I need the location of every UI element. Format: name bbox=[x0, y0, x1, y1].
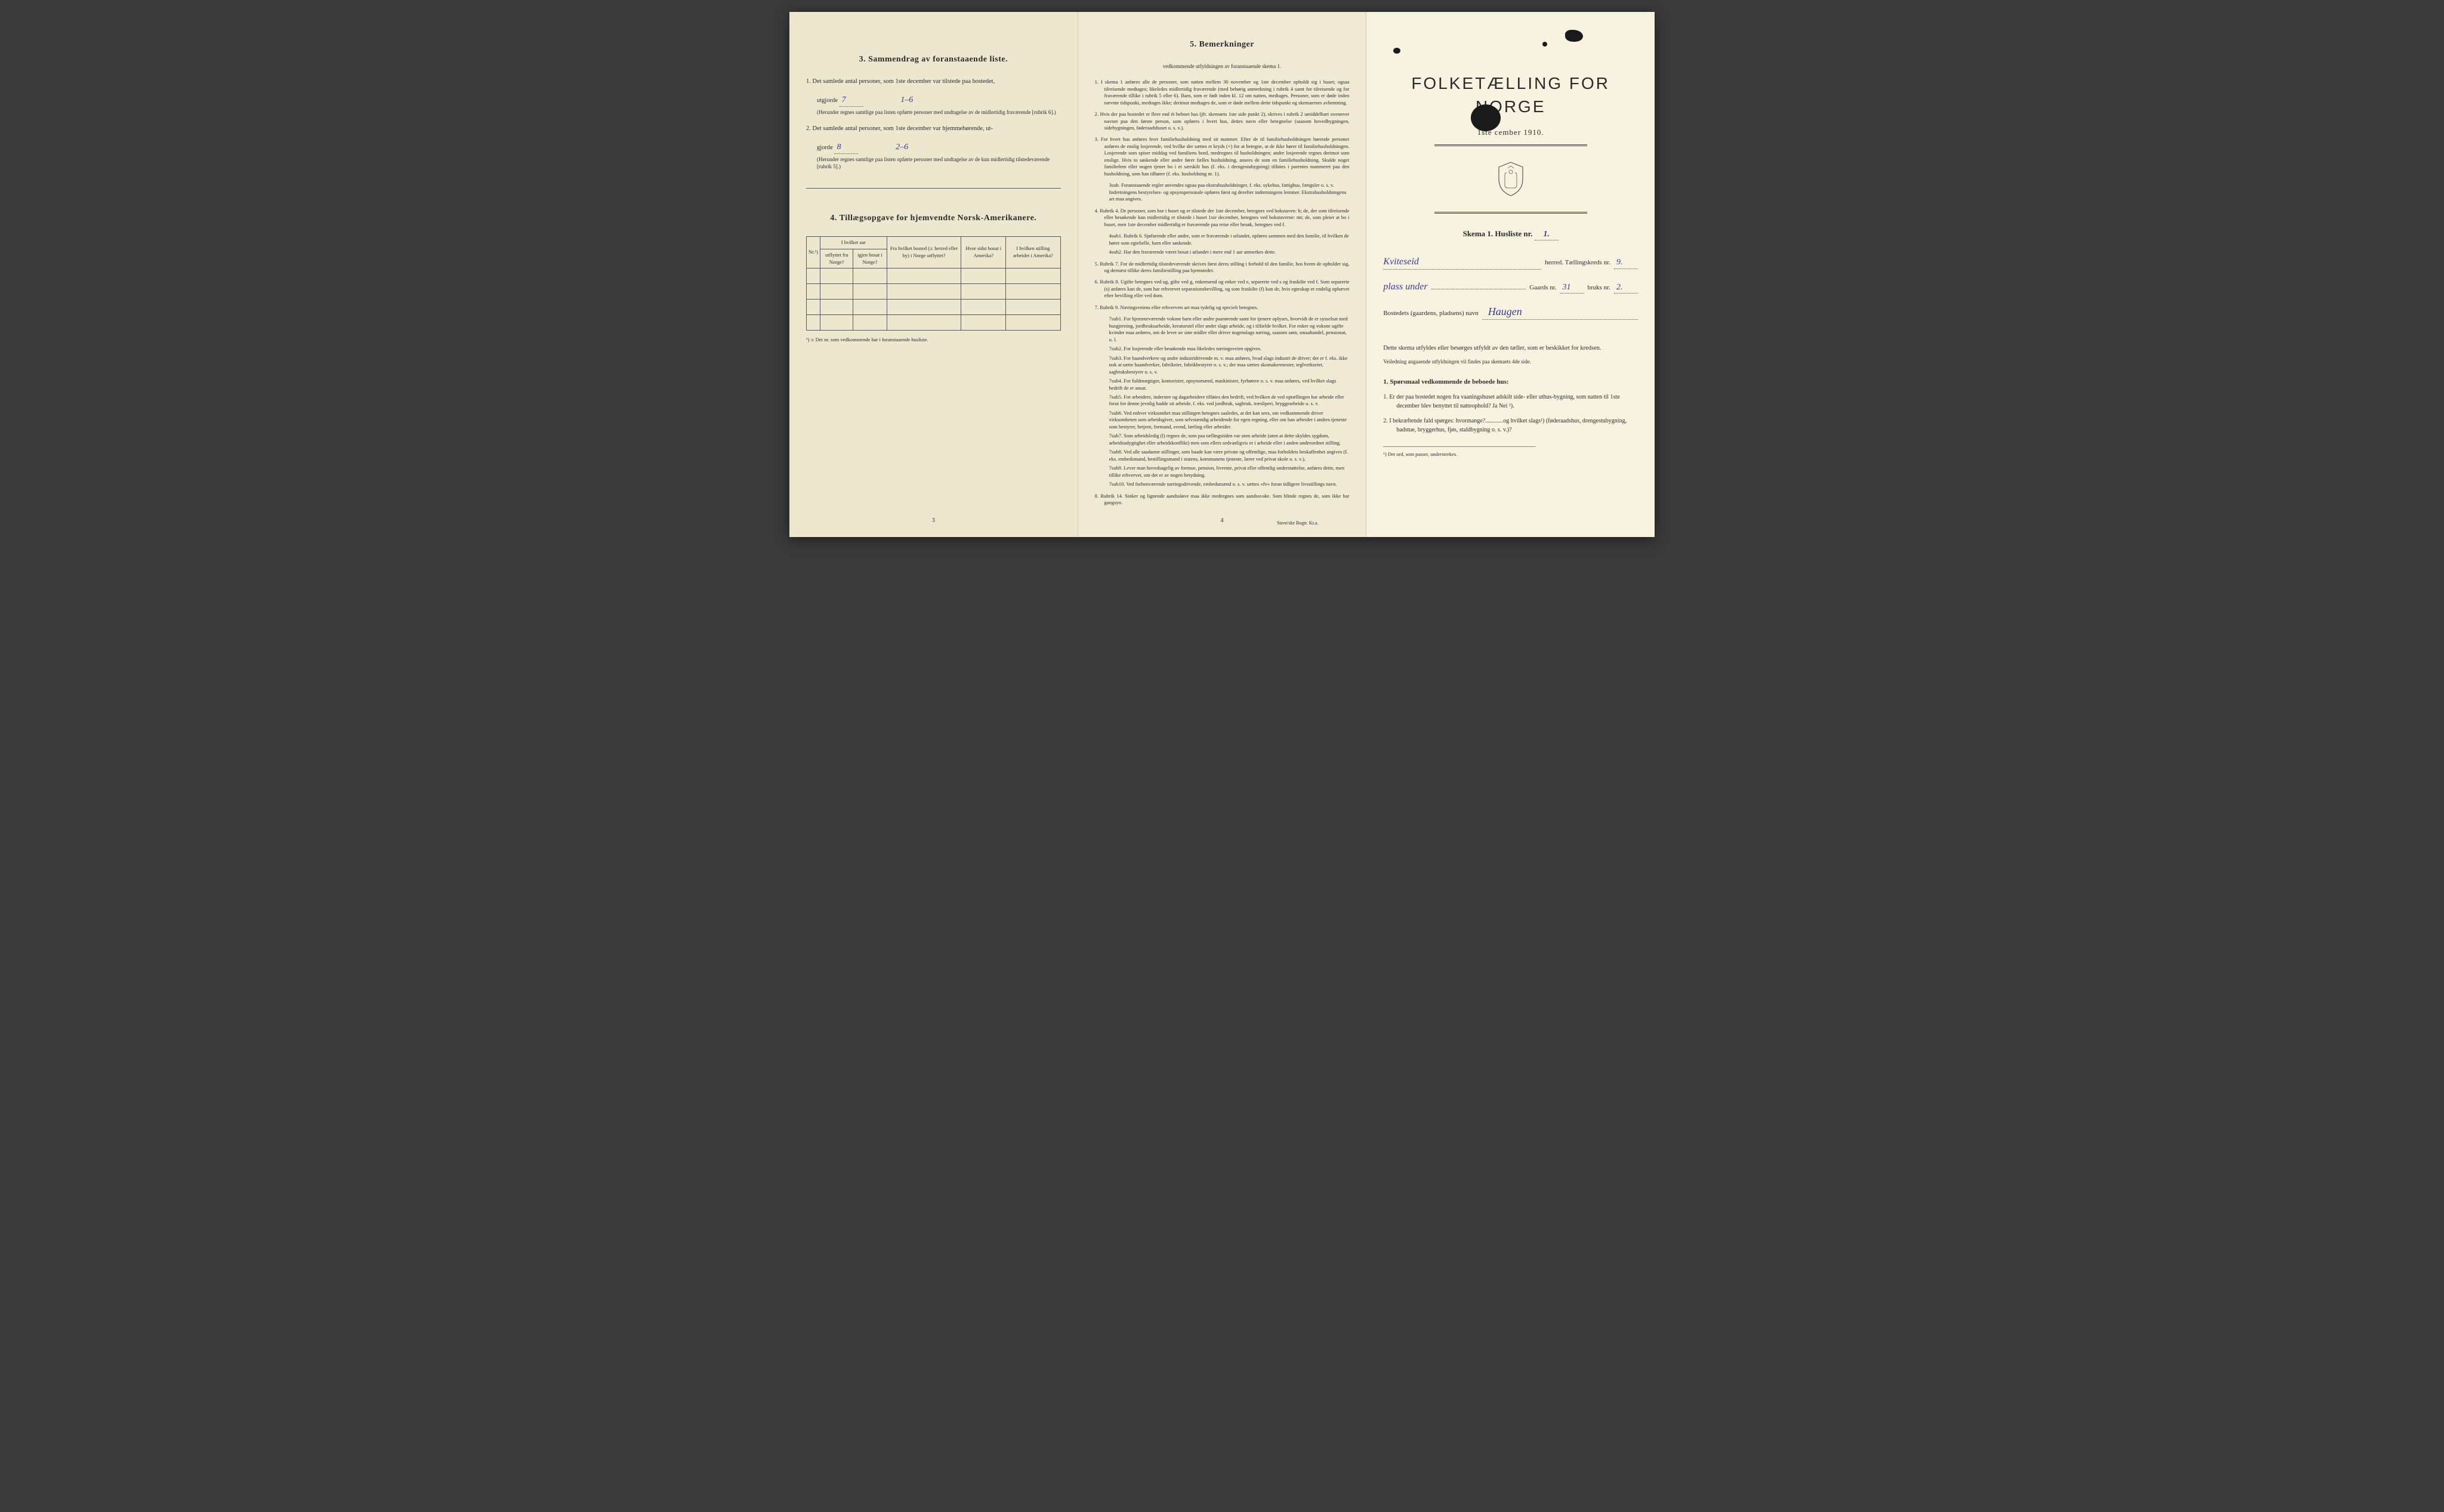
col-group-aar: I hvilket aar bbox=[820, 236, 887, 249]
table-row bbox=[807, 300, 1061, 315]
item2-text: 2. Det samlede antal personer, som 1ste … bbox=[806, 125, 993, 132]
remark-4-sub2: 4sub2. Har den fraværende været bosat i … bbox=[1095, 249, 1350, 255]
questions-header: 1. Spørsmaal vedkommende de beboede hus: bbox=[1383, 377, 1638, 387]
col-stilling: I hvilken stilling arbeidet i Amerika? bbox=[1006, 236, 1061, 269]
remark-7-sub8: 7sub8. Ved alle saadanne stillinger, som… bbox=[1095, 449, 1350, 462]
section-4-title: 4. Tillægsopgave for hjemvendte Norsk-Am… bbox=[806, 212, 1061, 224]
remark-7-sub4: 7sub4. For fuldmægtiger, kontorister, op… bbox=[1095, 378, 1350, 391]
page-number-2: 4 bbox=[1221, 517, 1224, 525]
item1-value-line: utgjorde 7 1–6 bbox=[806, 94, 1061, 107]
coat-of-arms-icon bbox=[1496, 161, 1526, 197]
instructions: Dette skema utfyldes eller besørges utfy… bbox=[1383, 344, 1638, 458]
section-5-title: 5. Bemerkninger bbox=[1095, 39, 1350, 51]
item1-value: 7 bbox=[840, 94, 863, 107]
herred-line: Kviteseid herred. Tællingskreds nr. 9. bbox=[1383, 255, 1638, 269]
remark-7-sub3: 7sub3. For haandverkere og andre industr… bbox=[1095, 355, 1350, 375]
herred-label: herred. Tællingskreds nr. bbox=[1545, 258, 1610, 267]
census-main-title: FOLKETÆLLING FOR NORGE bbox=[1383, 72, 1638, 118]
remark-7-sub9: 7sub9. Lever man hovedsagelig av formue,… bbox=[1095, 465, 1350, 479]
remark-7: 7. Rubrik 9. Næringsveiens eller erhverv… bbox=[1095, 304, 1350, 311]
item2-label: gjorde bbox=[817, 144, 833, 151]
q1-text: 1. Er der paa bostedet nogen fra vaaning… bbox=[1383, 394, 1619, 409]
table-row bbox=[807, 315, 1061, 331]
remark-2: 2. Hvis der paa bostedet er flere end ét… bbox=[1095, 111, 1350, 131]
remark-4: 4. Rubrik 4. De personer, som bor i huse… bbox=[1095, 208, 1350, 228]
skema-line: Skema 1. Husliste nr. 1. bbox=[1383, 229, 1638, 241]
item1-text: 1. Det samlede antal personer, som 1ste … bbox=[806, 78, 995, 85]
summary-item-1: 1. Det samlede antal personer, som 1ste … bbox=[806, 78, 1061, 87]
item2-value: 8 bbox=[834, 141, 858, 154]
bosted-label: Bostedets (gaardens, pladsens) navn bbox=[1383, 309, 1478, 318]
remark-3: 3. For hvert hus anføres hver familiehus… bbox=[1095, 136, 1350, 177]
bruks-nr: 2. bbox=[1614, 282, 1638, 294]
remark-8: 8. Rubrik 14. Sinker og lignende aandssl… bbox=[1095, 493, 1350, 507]
amerika-table: Nr.¹) I hvilket aar Fra hvilket bosted (… bbox=[806, 236, 1061, 331]
question-2: 2. I bekræftende fald spørges: hvormange… bbox=[1383, 416, 1638, 434]
remarks-list: 1. I skema 1 anføres alle de personer, s… bbox=[1095, 79, 1350, 506]
remark-7-sub6: 7sub6. Ved enhver virksomhet maa stillin… bbox=[1095, 410, 1350, 430]
page-2: 5. Bemerkninger vedkommende utfyldningen… bbox=[1078, 12, 1367, 537]
bosted-line: Bostedets (gaardens, pladsens) navn Haug… bbox=[1383, 304, 1638, 320]
item1-sub: (Herunder regnes samtlige paa listen opf… bbox=[806, 109, 1061, 116]
bruks-label: bruks nr. bbox=[1588, 283, 1611, 292]
page-number-1: 3 bbox=[932, 517, 935, 525]
line2-prefix: plass under bbox=[1383, 280, 1427, 294]
remark-3-sub: 3sub. Foranstaaende regler anvendes ogsa… bbox=[1095, 182, 1350, 202]
gaards-label: Gaards nr. bbox=[1529, 283, 1556, 292]
title-rule bbox=[1434, 144, 1587, 146]
col-sidst: Hvor sidst bosat i Amerika? bbox=[961, 236, 1006, 269]
table-footnote: ¹) ɔ: Det nr. som vedkommende har i fora… bbox=[806, 337, 1061, 344]
remark-6: 6. Rubrik 8. Ugifte betegnes ved ug, gif… bbox=[1095, 279, 1350, 299]
item2-value-line: gjorde 8 2–6 bbox=[806, 141, 1061, 154]
crest-rule bbox=[1434, 212, 1587, 214]
table-row bbox=[807, 284, 1061, 300]
footnote: ¹) Det ord, som passer, understrekes. bbox=[1383, 446, 1536, 458]
item2-sub: (Herunder regnes samtlige paa listen opf… bbox=[806, 156, 1061, 170]
remark-7-sub5: 7sub5. For arbeidere, inderster og dagar… bbox=[1095, 394, 1350, 408]
section-3-title: 3. Sammendrag av foranstaaende liste. bbox=[806, 54, 1061, 66]
col-igjen: igjen bosat i Norge? bbox=[853, 249, 887, 269]
instruction-sub: Veiledning angaaende utfyldningen vil fi… bbox=[1383, 358, 1638, 366]
ink-blot bbox=[1565, 30, 1583, 42]
item1-label: utgjorde bbox=[817, 97, 838, 104]
ink-blot bbox=[1542, 42, 1547, 47]
divider bbox=[806, 188, 1061, 189]
remark-7-sub2: 7sub2. For losjerende eller besøkende ma… bbox=[1095, 345, 1350, 352]
page-1: 3. Sammendrag av foranstaaende liste. 1.… bbox=[789, 12, 1078, 537]
remark-7-sub7: 7sub7. Som arbeidsledig (l) regnes de, s… bbox=[1095, 433, 1350, 446]
census-date: 1ste cember 1910. bbox=[1383, 127, 1638, 138]
ink-blot bbox=[1393, 48, 1400, 54]
col-bosted: Fra hvilket bosted (ɔ: herred eller by) … bbox=[887, 236, 961, 269]
census-document: 3. Sammendrag av foranstaaende liste. 1.… bbox=[789, 12, 1655, 537]
question-1: 1. Er der paa bostedet nogen fra vaaning… bbox=[1383, 393, 1638, 411]
printer-note: Steen'ske Bogtr. Kr.a. bbox=[1277, 520, 1318, 526]
skema-label: Skema 1. Husliste nr. bbox=[1463, 229, 1533, 238]
col-nr: Nr.¹) bbox=[807, 236, 820, 269]
table-row bbox=[807, 269, 1061, 284]
col-utflyttet: utflyttet fra Norge? bbox=[820, 249, 853, 269]
remark-5: 5. Rubrik 7. For de midlertidig tilstede… bbox=[1095, 261, 1350, 274]
summary-item-2: 2. Det samlede antal personer, som 1ste … bbox=[806, 125, 1061, 134]
remark-4-sub1: 4sub1. Rubrik 6. Sjøfarende eller andre,… bbox=[1095, 233, 1350, 246]
ink-blot bbox=[1471, 104, 1501, 131]
gaards-nr: 31 bbox=[1560, 282, 1584, 294]
item1-range: 1–6 bbox=[900, 95, 913, 104]
gaards-line: plass under Gaards nr. 31 bruks nr. 2. bbox=[1383, 280, 1638, 294]
bosted-value: Haugen bbox=[1482, 304, 1638, 320]
remark-1: 1. I skema 1 anføres alle de personer, s… bbox=[1095, 79, 1350, 106]
husliste-nr: 1. bbox=[1535, 229, 1559, 241]
item2-range: 2–6 bbox=[896, 143, 908, 152]
herred-value: Kviteseid bbox=[1383, 255, 1541, 269]
kreds-nr: 9. bbox=[1614, 257, 1638, 269]
remark-7-sub10: 7sub10. Ved forhenværende næringsdrivend… bbox=[1095, 481, 1350, 487]
page-3-title-page: FOLKETÆLLING FOR NORGE 1ste cember 1910.… bbox=[1366, 12, 1655, 537]
section-5-subtitle: vedkommende utfyldningen av foranstaaend… bbox=[1095, 63, 1350, 70]
instruction-main: Dette skema utfyldes eller besørges utfy… bbox=[1383, 344, 1638, 353]
remark-7-sub1: 7sub1. For hjemmeværende voksne barn ell… bbox=[1095, 316, 1350, 343]
